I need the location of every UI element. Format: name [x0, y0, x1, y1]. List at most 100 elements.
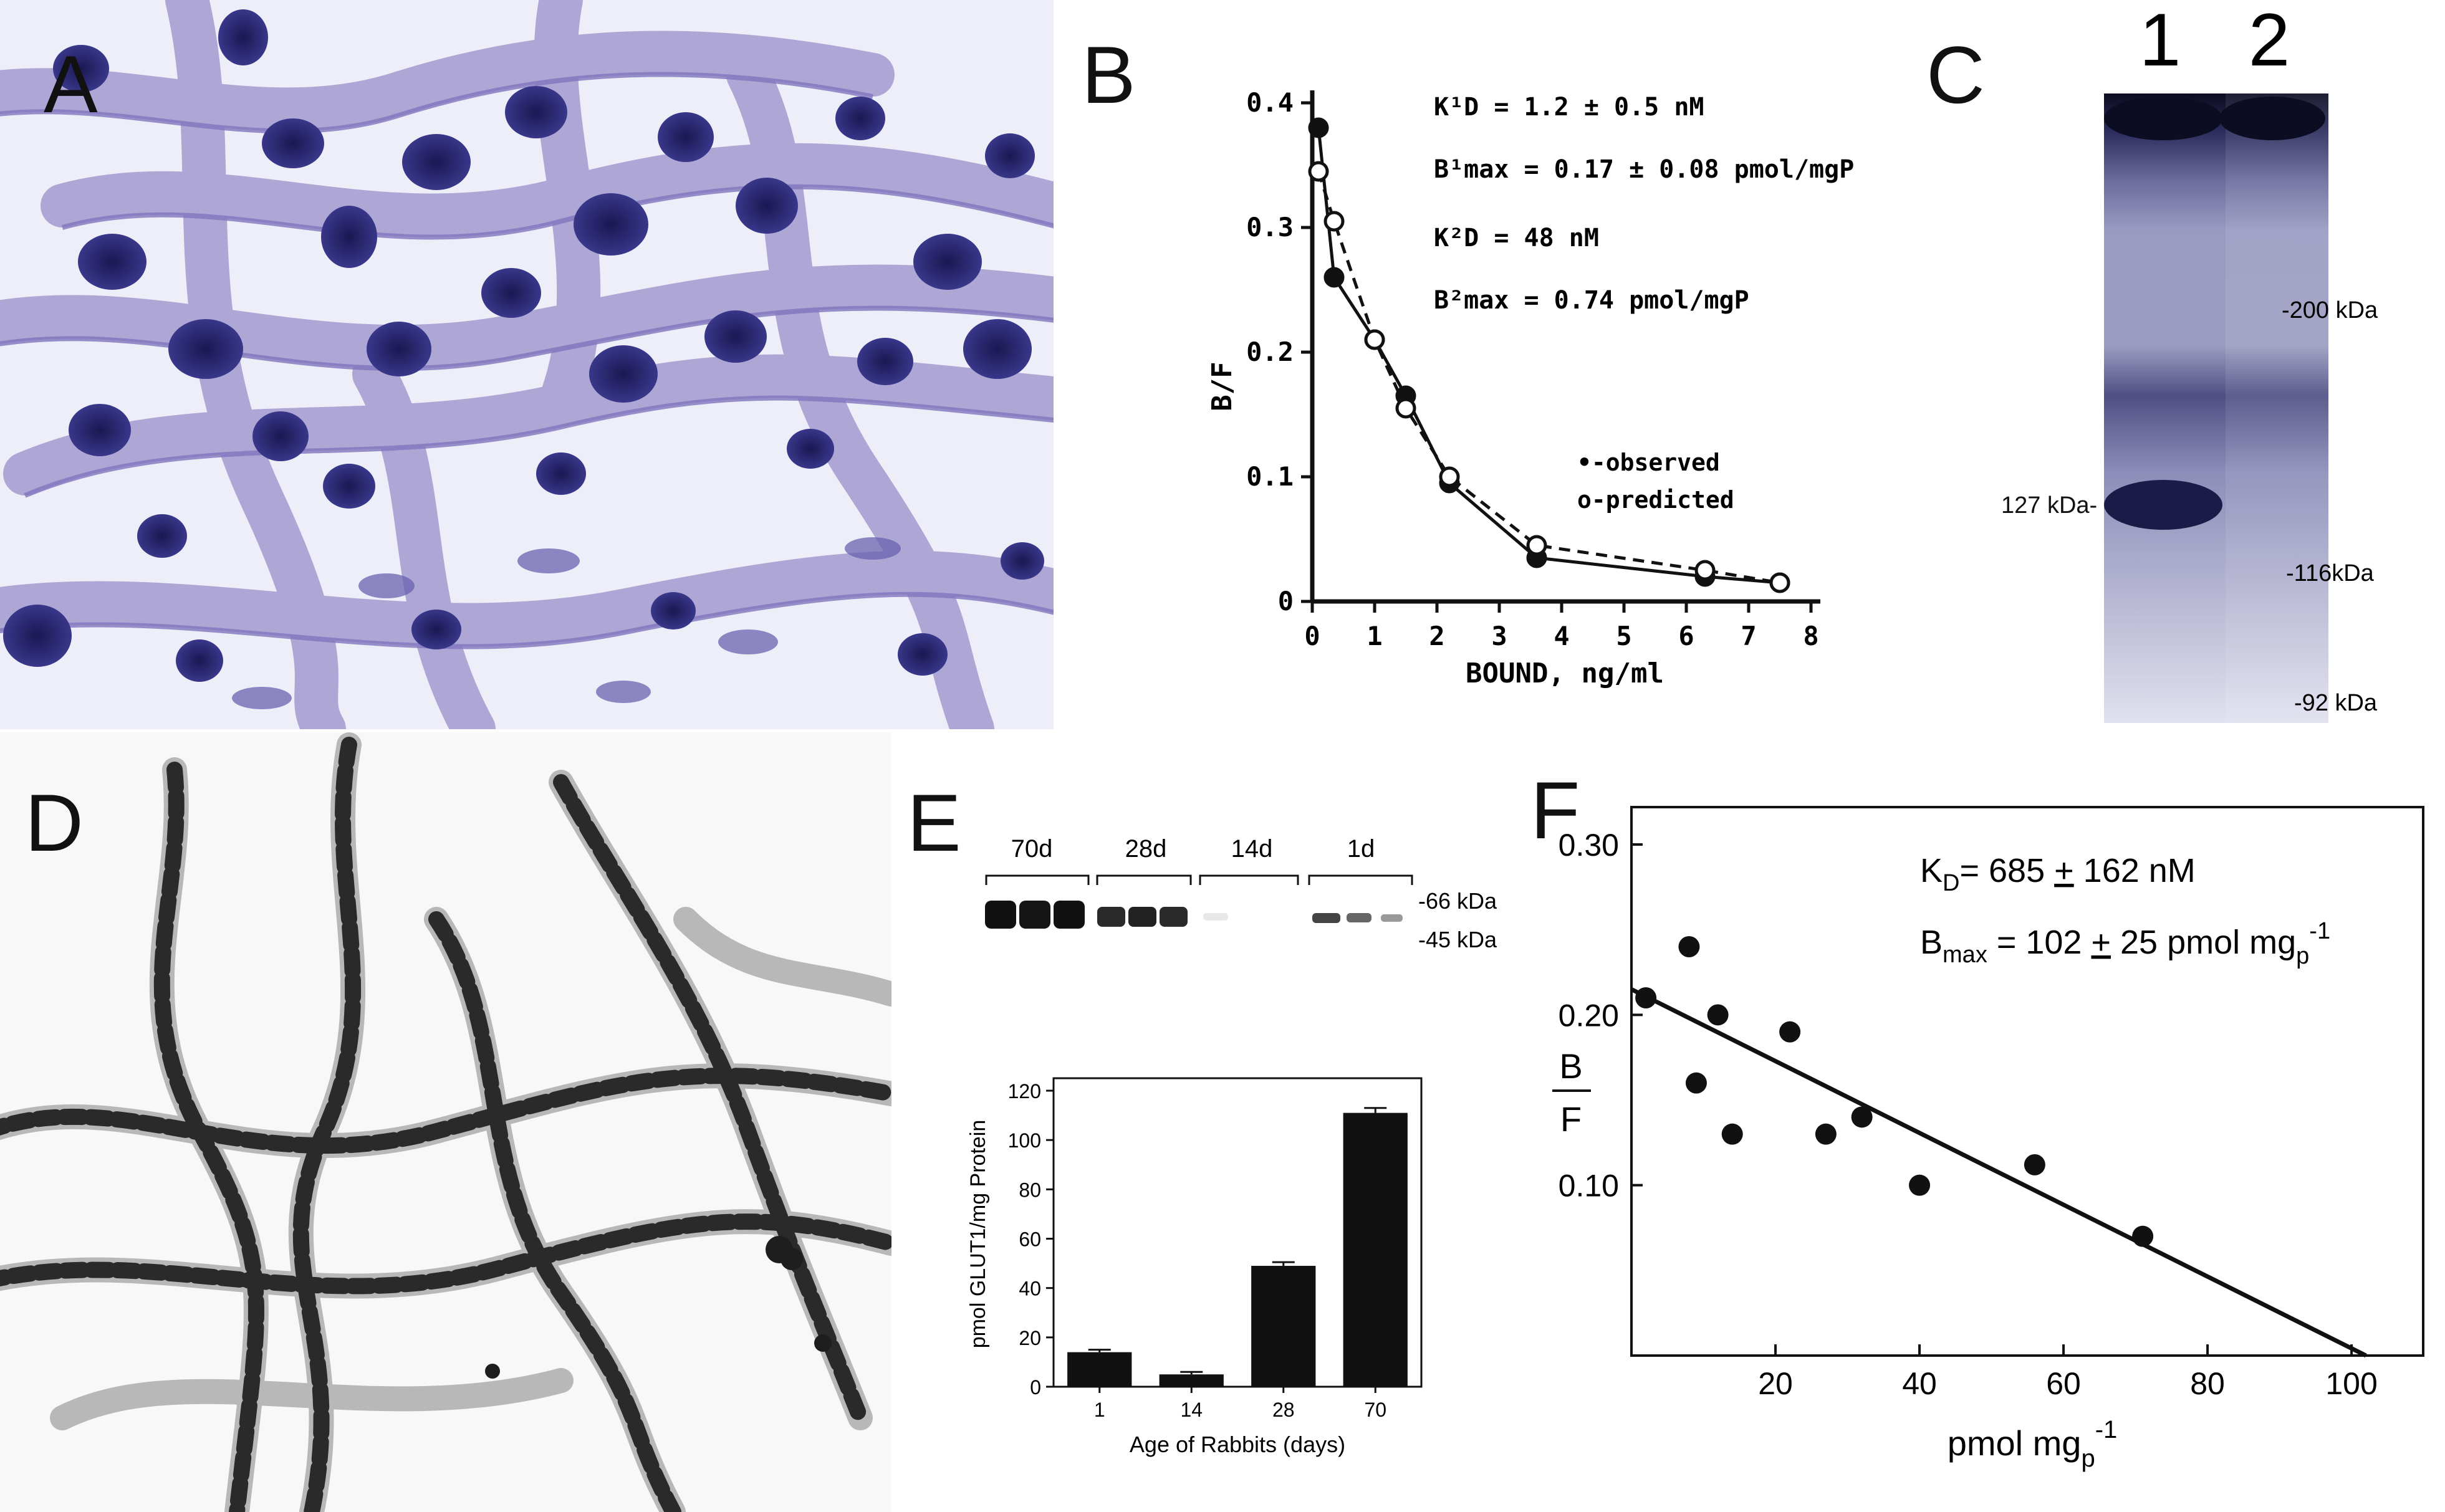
- chart-f-ytick-label: 0.30: [1559, 828, 1619, 863]
- chart-f-point: [1635, 987, 1657, 1008]
- chart-e-xtick-label: 70: [1364, 1399, 1386, 1421]
- chart-e-xtick-label: 1: [1094, 1399, 1105, 1421]
- blot-c-lane-2: [2216, 93, 2328, 723]
- chart-f-point: [1851, 1106, 1873, 1128]
- nuclei: [3, 9, 1044, 682]
- chart-f-xlabel: pmol mgp-1: [1948, 1416, 2118, 1472]
- blot-e-bands: [985, 901, 1403, 929]
- chart-f-point: [1815, 1123, 1837, 1145]
- chart-b-bmax1: B¹max = 0.17 ± 0.08 pmol/mgP: [1434, 155, 1854, 184]
- panel-label-c: C: [1926, 29, 1985, 120]
- chart-e-bar: [1067, 1352, 1132, 1387]
- chart-f-point: [2024, 1154, 2045, 1175]
- blot-c-lane-1: [2104, 93, 2226, 723]
- chart-b-xtick-label: 2: [1429, 621, 1444, 651]
- micrograph-d: [0, 732, 891, 1512]
- panel-label-f: F: [1530, 765, 1580, 856]
- blot-e-marker-66: -66 kDa: [1418, 888, 1497, 914]
- blot-c-band-top-1: [2104, 97, 2222, 140]
- chart-e-ytick-label: 40: [1019, 1278, 1041, 1300]
- chart-b-xlabel: BOUND, ng/ml: [1466, 658, 1664, 689]
- blot-c-band-127: [2104, 480, 2222, 530]
- chart-b-bmax2: B²max = 0.74 pmol/mgP: [1434, 286, 1749, 315]
- chart-b-xtick-label: 3: [1491, 621, 1507, 651]
- chart-e-bar: [1343, 1112, 1408, 1387]
- chart-b-point-observed: [1323, 267, 1345, 288]
- blot-e-group-70d: 70d: [1011, 835, 1053, 863]
- chart-f-ylabel: B F: [1552, 1046, 1591, 1139]
- svg-text:B: B: [1559, 1046, 1582, 1086]
- blot-e: 70d 28d 14d 1d -66 kDa -45 kDa: [985, 835, 1497, 952]
- chart-f-point: [1909, 1174, 1931, 1196]
- blot-e-group-28d: 28d: [1125, 835, 1167, 863]
- chart-f-point: [1707, 1004, 1729, 1026]
- chart-e-bar: [1251, 1266, 1316, 1387]
- panel-label-e: E: [907, 777, 961, 868]
- micrograph-a-drawing: [0, 0, 1054, 729]
- blot-c-band-label-127: 127 kDa-: [2001, 492, 2098, 519]
- chart-b-ytick-label: 0: [1278, 586, 1294, 616]
- blot-c-lane-label-1: 1: [2140, 0, 2181, 82]
- blot-e-brackets: [985, 874, 1413, 885]
- nuclei-chains-d: [0, 737, 891, 1512]
- blot-e-group-14d: 14d: [1231, 835, 1273, 863]
- chart-e: 0 20 40 60 80 100 120 1 14 28 70 pmol GLUT1/mg Pro…: [966, 1077, 1423, 1457]
- chart-b-ytick-label: 0.2: [1246, 337, 1294, 367]
- chart-b-point-predicted: [1364, 329, 1385, 350]
- chart-b-xtick-label: 6: [1678, 621, 1694, 651]
- chart-e-xtick-label: 28: [1272, 1399, 1295, 1421]
- chart-f-point: [1678, 936, 1700, 957]
- chart-e-frame: [1052, 1077, 1423, 1388]
- blot-e-marker-45: -45 kDa: [1418, 927, 1497, 952]
- micrograph-d-drawing: [0, 732, 891, 1512]
- chart-e-xlabel: Age of Rabbits (days): [1130, 1432, 1345, 1457]
- chart-f-point: [2132, 1225, 2154, 1247]
- chart-e-ytick-label: 80: [1019, 1179, 1041, 1201]
- chart-b-legend-predicted: o-predicted: [1577, 486, 1734, 514]
- chart-f-xtick-label: 60: [2046, 1366, 2081, 1401]
- chart-b-point-predicted: [1395, 398, 1416, 419]
- chart-e-bar: [1159, 1374, 1224, 1387]
- chart-b-kd2: K²D = 48 nM: [1434, 224, 1599, 252]
- chart-b-xtick-label: 0: [1304, 621, 1320, 651]
- chart-e-ytick-label: 120: [1008, 1080, 1041, 1103]
- chart-e-ytick-label: 0: [1030, 1376, 1041, 1399]
- blot-c: 1 2 -200 kDa -116kDa -92 kDa: [2104, 0, 2378, 723]
- blot-c-lane-label-2: 2: [2249, 0, 2290, 82]
- chart-e-ytick-label: 100: [1008, 1129, 1041, 1152]
- chart-f-xtick-label: 40: [1902, 1366, 1937, 1401]
- chart-b-xtick-label: 1: [1367, 621, 1382, 651]
- chart-f-ytick-label: 0.20: [1559, 998, 1619, 1033]
- chart-e-xtick-label: 14: [1180, 1399, 1203, 1421]
- vessel-edges: [0, 72, 1054, 649]
- chart-f-point: [1721, 1123, 1743, 1145]
- chart-b-point-predicted: [1694, 560, 1716, 581]
- chart-b-ytick-label: 0.3: [1246, 212, 1294, 242]
- chart-b-ylabel: B/F: [1206, 361, 1238, 411]
- chart-f-point: [1685, 1072, 1707, 1094]
- elongated-nuclei: [232, 537, 901, 709]
- chart-b-point-predicted: [1526, 535, 1547, 556]
- chart-f-frame: [1630, 806, 2424, 1357]
- blot-c-marker-116: -116kDa: [2286, 560, 2375, 586]
- chart-b-ytick-label: 0.4: [1246, 87, 1294, 118]
- chart-b: 0 1 2 3 4 5 6 7 800.10.20.30.4 B/F BOUND, ng/ml …: [1206, 87, 1854, 689]
- chart-f-xtick-label: 20: [1758, 1366, 1793, 1401]
- chart-b-series-observed: [1317, 127, 1780, 585]
- chart-f-fit-line: [1630, 987, 2367, 1358]
- chart-f-bmax: Bmax = 102 + 25 pmol mgp-1: [1920, 918, 2330, 969]
- chart-b-xtick-label: 7: [1741, 621, 1756, 651]
- chart-b-series-predicted: [1317, 171, 1780, 585]
- chart-b-legend-observed: •-observed: [1577, 449, 1720, 476]
- chart-f-kd: KD= 685 + 162 nM: [1920, 852, 2196, 896]
- chart-e-ytick-label: 60: [1019, 1228, 1041, 1251]
- chart-f-xtick-label: 100: [2325, 1366, 2377, 1401]
- panel-label-b: B: [1082, 29, 1136, 120]
- chart-b-point-predicted: [1769, 572, 1790, 593]
- chart-b-point-predicted: [1308, 161, 1329, 182]
- chart-b-point-predicted: [1323, 211, 1345, 232]
- chart-f-point: [1779, 1021, 1801, 1043]
- chart-b-ytick-label: 0.1: [1246, 461, 1294, 492]
- micrograph-a: [0, 0, 1054, 729]
- blot-c-band-top-2: [2219, 97, 2325, 140]
